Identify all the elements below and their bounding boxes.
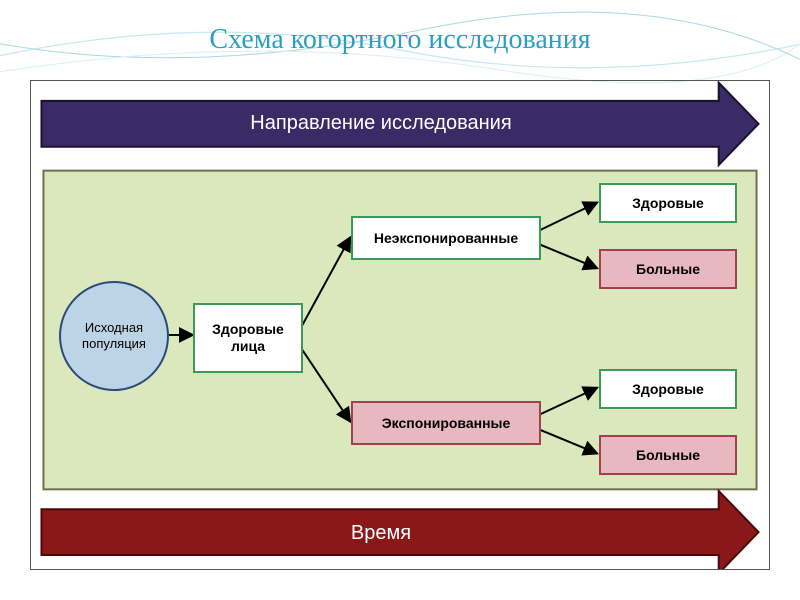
time-arrow-label: Время [41,522,721,545]
direction-arrow-label: Направление исследования [41,112,721,135]
node-exposed: Экспонированные [351,401,541,445]
node-unexposed-sick: Больные [599,249,737,289]
node-source-label: Исходная популяция [61,320,167,351]
diagram-content-box: Направление исследования Время Исходная … [30,80,770,570]
node-source-population: Исходная популяция [59,281,169,391]
node-exp-sick-label: Больные [636,447,700,464]
node-healthy-persons: Здоровые лица [193,303,303,373]
slide-title: Схема когортного исследования [0,24,800,56]
node-unexp-sick-label: Больные [636,261,700,278]
node-unexposed-label: Неэкспонированные [374,230,518,247]
node-unexposed: Неэкспонированные [351,216,541,260]
node-unexposed-healthy: Здоровые [599,183,737,223]
node-exposed-sick: Больные [599,435,737,475]
node-exp-healthy-label: Здоровые [632,381,704,398]
node-exposed-healthy: Здоровые [599,369,737,409]
node-exposed-label: Экспонированные [382,415,511,432]
node-unexp-healthy-label: Здоровые [632,195,704,212]
node-healthy-label: Здоровые лица [201,321,295,355]
